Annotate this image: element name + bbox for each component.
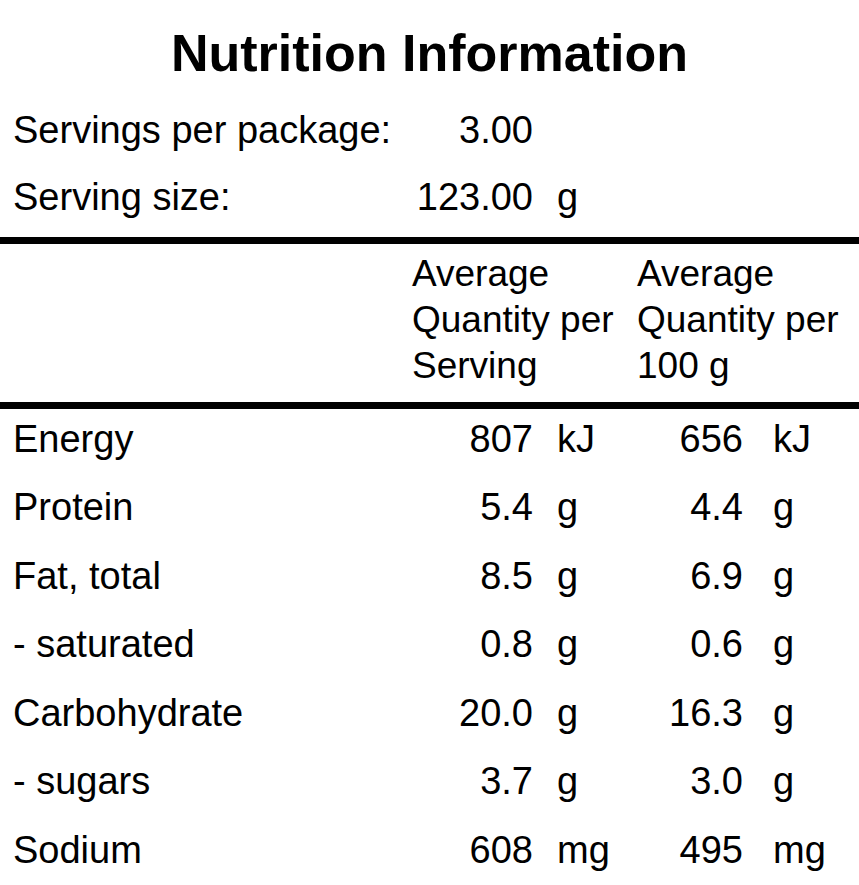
value-per-100g: 0.6 — [637, 623, 750, 666]
unit-per-serving: g — [540, 760, 637, 803]
serving-size-unit: g — [540, 176, 637, 219]
nutrient-label: Sodium — [0, 829, 412, 872]
header-per-serving-line: Serving — [412, 343, 637, 389]
value-per-serving: 8.5 — [412, 555, 540, 598]
value-per-serving: 5.4 — [412, 486, 540, 529]
table-row-energy: Energy 807 kJ 656 kJ — [0, 405, 859, 474]
servings-per-package-row: Servings per package: 3.00 — [0, 103, 859, 157]
value-per-serving: 0.8 — [412, 623, 540, 666]
table-row-protein: Protein 5.4 g 4.4 g — [0, 474, 859, 543]
top-divider-rule — [0, 237, 859, 244]
table-row-fat-total: Fat, total 8.5 g 6.9 g — [0, 542, 859, 611]
unit-per-100g: g — [750, 486, 859, 529]
value-per-100g: 16.3 — [637, 692, 750, 735]
unit-per-serving: g — [540, 692, 637, 735]
unit-per-100g: g — [750, 760, 859, 803]
table-row-sodium: Sodium 608 mg 495 mg — [0, 816, 859, 885]
value-per-serving: 608 — [412, 829, 540, 872]
value-per-100g: 656 — [637, 418, 750, 461]
unit-per-serving: g — [540, 623, 637, 666]
unit-per-100g: mg — [750, 829, 859, 872]
page-title: Nutrition Information — [0, 24, 859, 82]
value-per-serving: 3.7 — [412, 760, 540, 803]
table-row-saturated-fat: - saturated 0.8 g 0.6 g — [0, 611, 859, 680]
nutrient-label: Protein — [0, 486, 412, 529]
servings-per-package-value: 3.00 — [412, 109, 540, 152]
value-per-100g: 3.0 — [637, 760, 750, 803]
header-per-serving-line: Quantity per — [412, 297, 637, 343]
unit-per-serving: mg — [540, 829, 637, 872]
value-per-serving: 20.0 — [412, 692, 540, 735]
nutrient-label: - sugars — [0, 760, 412, 803]
servings-per-package-label: Servings per package: — [0, 109, 412, 152]
unit-per-100g: g — [750, 623, 859, 666]
table-row-carbohydrate: Carbohydrate 20.0 g 16.3 g — [0, 679, 859, 748]
unit-per-100g: g — [750, 555, 859, 598]
table-header: Average Quantity per Serving Average Qua… — [0, 244, 859, 402]
header-per-serving-line: Average — [412, 251, 637, 297]
unit-per-serving: g — [540, 555, 637, 598]
unit-per-100g: g — [750, 692, 859, 735]
header-spacer — [0, 251, 412, 402]
header-per-100g-line: Quantity per — [637, 297, 859, 343]
nutrition-information-panel: Nutrition Information Servings per packa… — [0, 0, 859, 885]
value-per-100g: 4.4 — [637, 486, 750, 529]
serving-size-label: Serving size: — [0, 176, 412, 219]
serving-size-row: Serving size: 123.00 g — [0, 170, 859, 224]
value-per-100g: 6.9 — [637, 555, 750, 598]
unit-per-serving: g — [540, 486, 637, 529]
header-per-100g-line: 100 g — [637, 343, 859, 389]
nutrient-table: Energy 807 kJ 656 kJ Protein 5.4 g 4.4 g… — [0, 405, 859, 885]
unit-per-100g: kJ — [750, 418, 859, 461]
value-per-100g: 495 — [637, 829, 750, 872]
value-per-serving: 807 — [412, 418, 540, 461]
header-per-100g: Average Quantity per 100 g — [637, 251, 859, 402]
header-per-100g-line: Average — [637, 251, 859, 297]
nutrient-label: Fat, total — [0, 555, 412, 598]
nutrient-label: Carbohydrate — [0, 692, 412, 735]
table-row-sugars: - sugars 3.7 g 3.0 g — [0, 748, 859, 817]
nutrient-label: Energy — [0, 418, 412, 461]
serving-size-value: 123.00 — [412, 176, 540, 219]
unit-per-serving: kJ — [540, 418, 637, 461]
header-per-serving: Average Quantity per Serving — [412, 251, 637, 402]
nutrient-label: - saturated — [0, 623, 412, 666]
